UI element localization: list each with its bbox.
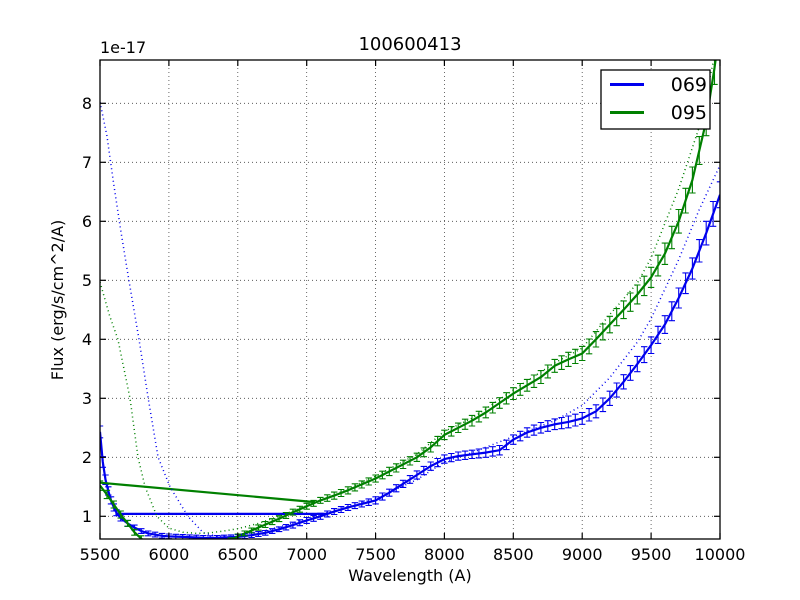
legend-label-069: 069 bbox=[671, 74, 707, 96]
x-tick-label: 6000 bbox=[149, 545, 190, 564]
x-tick-label: 5500 bbox=[80, 545, 121, 564]
x-tick-label: 8500 bbox=[493, 545, 534, 564]
series-095-template-dotted bbox=[100, 60, 715, 535]
curve-095-interpolation-line bbox=[100, 481, 315, 504]
x-tick-label: 7500 bbox=[355, 545, 396, 564]
y-tick-label: 7 bbox=[82, 153, 92, 172]
tick-labels: 5500 6000 6500 7000 7500 8000 8500 9000 9500 1000… bbox=[80, 94, 746, 564]
y-tick-label: 2 bbox=[82, 448, 92, 467]
x-tick-label: 7000 bbox=[286, 545, 327, 564]
curve-095 bbox=[100, 60, 717, 539]
x-tick-label: 9500 bbox=[631, 545, 672, 564]
x-axis-label: Wavelength (A) bbox=[348, 566, 471, 585]
x-tick-label: 8000 bbox=[424, 545, 465, 564]
y-tick-label: 3 bbox=[82, 389, 92, 408]
y-axis-offset-text: 1e-17 bbox=[100, 38, 146, 57]
y-tick-label: 5 bbox=[82, 271, 92, 290]
series-069 bbox=[100, 181, 720, 539]
axes-frame bbox=[99, 59, 721, 540]
x-tick-label: 6500 bbox=[217, 545, 258, 564]
y-tick-label: 6 bbox=[82, 212, 92, 231]
curve-095-template-dotted bbox=[100, 60, 715, 535]
plot-title: 100600413 bbox=[358, 34, 461, 55]
y-tick-label: 4 bbox=[82, 330, 92, 349]
plot-area-background bbox=[100, 60, 720, 539]
series-095-interpolation-line bbox=[100, 481, 315, 504]
y-tick-label: 8 bbox=[82, 94, 92, 113]
x-tick-label: 10000 bbox=[695, 545, 746, 564]
curves bbox=[100, 60, 720, 539]
y-tick-label: 1 bbox=[82, 507, 92, 526]
y-axis-label: Flux (erg/s/cm^2/A) bbox=[48, 220, 67, 381]
curve-069 bbox=[100, 194, 720, 539]
tick-marks bbox=[99, 60, 721, 539]
legend-label-095: 095 bbox=[671, 102, 707, 124]
legend-box bbox=[600, 69, 711, 130]
x-tick-label: 9000 bbox=[562, 545, 603, 564]
